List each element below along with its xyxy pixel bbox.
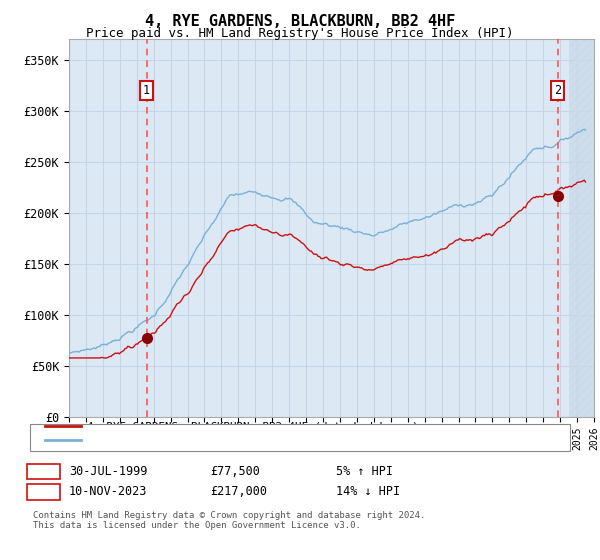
Text: 4, RYE GARDENS, BLACKBURN, BB2 4HF (detached house): 4, RYE GARDENS, BLACKBURN, BB2 4HF (deta… <box>87 421 419 431</box>
Text: Contains HM Land Registry data © Crown copyright and database right 2024.
This d: Contains HM Land Registry data © Crown c… <box>33 511 425 530</box>
Text: 5% ↑ HPI: 5% ↑ HPI <box>336 465 393 478</box>
Text: £217,000: £217,000 <box>210 485 267 498</box>
Text: 30-JUL-1999: 30-JUL-1999 <box>69 465 148 478</box>
Text: Price paid vs. HM Land Registry's House Price Index (HPI): Price paid vs. HM Land Registry's House … <box>86 27 514 40</box>
Text: £77,500: £77,500 <box>210 465 260 478</box>
Bar <box>569 39 594 417</box>
Text: 14% ↓ HPI: 14% ↓ HPI <box>336 485 400 498</box>
Text: 1: 1 <box>40 465 47 478</box>
Text: HPI: Average price, detached house, Blackburn with Darwen: HPI: Average price, detached house, Blac… <box>87 435 458 445</box>
Text: 2: 2 <box>40 485 47 498</box>
Text: 2: 2 <box>554 84 562 97</box>
Text: 10-NOV-2023: 10-NOV-2023 <box>69 485 148 498</box>
Text: 1: 1 <box>143 84 150 97</box>
Text: 4, RYE GARDENS, BLACKBURN, BB2 4HF: 4, RYE GARDENS, BLACKBURN, BB2 4HF <box>145 14 455 29</box>
